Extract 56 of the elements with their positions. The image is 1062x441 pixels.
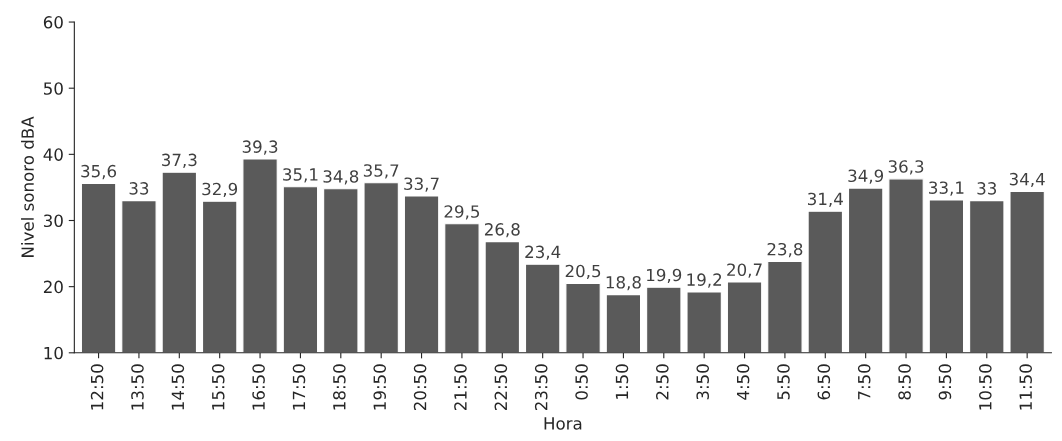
y-tick-label: 50 bbox=[44, 82, 63, 95]
x-tick-label: 6:50 bbox=[817, 364, 831, 400]
x-tick-label: 13:50 bbox=[131, 364, 144, 410]
y-tick-label: 20 bbox=[43, 280, 63, 294]
x-tick-label: 5:50 bbox=[777, 364, 790, 400]
data-label: 26,8 bbox=[484, 223, 520, 238]
x-tick-label: 8:50 bbox=[898, 364, 911, 400]
data-label: 33 bbox=[129, 182, 149, 195]
x-tick-label: 18:50 bbox=[333, 364, 346, 410]
data-label: 33,7 bbox=[404, 177, 439, 192]
x-tick-label: 2:50 bbox=[656, 364, 669, 400]
x-tick-label: 11:50 bbox=[1019, 364, 1032, 410]
x-tick-label: 14:50 bbox=[171, 364, 185, 410]
data-label: 23,4 bbox=[525, 245, 561, 260]
x-tick-label: 9:50 bbox=[938, 364, 952, 400]
x-tick-label: 12:50 bbox=[90, 364, 104, 410]
data-label: 29,5 bbox=[444, 205, 480, 220]
y-tick-label: 10 bbox=[44, 346, 63, 360]
x-tick-label: 3:50 bbox=[696, 364, 709, 400]
data-label: 34,8 bbox=[323, 170, 359, 185]
data-label: 20,7 bbox=[727, 263, 762, 278]
data-label: 19,9 bbox=[647, 268, 682, 284]
y-tick-label: 40 bbox=[43, 148, 63, 161]
data-label: 33 bbox=[977, 182, 997, 195]
data-label: 35,7 bbox=[363, 164, 399, 179]
y-tick-label: 60 bbox=[43, 16, 63, 29]
data-label: 34,4 bbox=[1009, 172, 1045, 188]
x-tick-label: 0:50 bbox=[575, 364, 588, 400]
data-label: 31,4 bbox=[808, 192, 843, 207]
x-tick-label: 20:50 bbox=[413, 364, 427, 411]
x-tick-label: 7:50 bbox=[857, 364, 871, 400]
x-tick-label: 17:50 bbox=[292, 364, 306, 410]
data-label: 34,9 bbox=[848, 169, 884, 184]
x-tick-label: 1:50 bbox=[615, 364, 629, 399]
data-label: 32,9 bbox=[202, 182, 238, 198]
x-tick-label: 10:50 bbox=[979, 364, 992, 410]
data-label: 20,5 bbox=[565, 264, 601, 280]
x-tick-label: 4:50 bbox=[736, 364, 750, 400]
data-label: 36,3 bbox=[888, 160, 924, 175]
x-tick-label: 22:50 bbox=[494, 364, 508, 411]
y-tick-label: 30 bbox=[43, 214, 63, 228]
data-label: 19,2 bbox=[687, 273, 722, 288]
data-label: 23,8 bbox=[767, 242, 803, 258]
data-label: 39,3 bbox=[242, 140, 278, 155]
data-label: 35,1 bbox=[283, 168, 318, 183]
data-label: 37,3 bbox=[162, 153, 197, 168]
data-label: 35,6 bbox=[81, 164, 117, 180]
y-axis-title: Nivel sonoro dBA bbox=[21, 116, 34, 257]
data-label: 33,1 bbox=[929, 181, 964, 196]
data-label: 18,8 bbox=[606, 275, 641, 291]
x-tick-label: 16:50 bbox=[252, 364, 265, 410]
x-tick-label: 23:50 bbox=[534, 364, 548, 411]
x-axis-title: Hora bbox=[544, 417, 582, 430]
x-tick-label: 19:50 bbox=[373, 364, 387, 410]
x-tick-label: 21:50 bbox=[454, 364, 467, 411]
x-tick-label: 15:50 bbox=[211, 364, 225, 410]
